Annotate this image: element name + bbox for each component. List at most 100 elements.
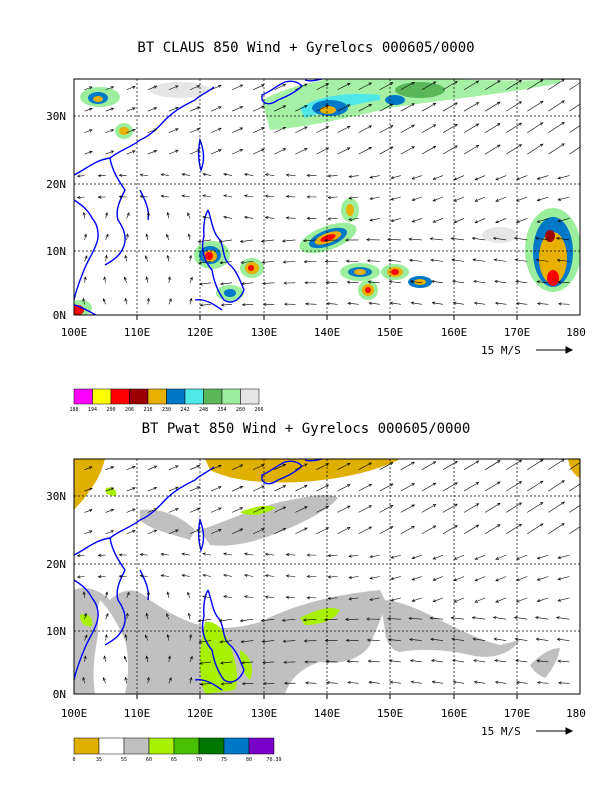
wind-vector <box>189 634 192 641</box>
wind-vector-head <box>474 220 479 224</box>
wind-vector-head <box>411 504 415 508</box>
wind-vector <box>358 484 372 492</box>
wind-vector-head <box>239 464 244 468</box>
wind-vector <box>337 125 351 133</box>
wind-vector-head <box>368 104 373 108</box>
wind-vector <box>494 280 507 284</box>
wind-vector-head <box>389 82 394 86</box>
wind-vector <box>506 101 522 112</box>
wind-vector-head <box>103 655 107 660</box>
wind-vector-head <box>187 591 191 596</box>
wind-vector <box>198 239 212 243</box>
wind-vector-head <box>303 639 308 643</box>
wind-vector <box>495 554 507 560</box>
wind-vector <box>367 260 380 262</box>
wind-vector-head <box>366 238 370 242</box>
wind-vector <box>358 104 372 112</box>
wind-vector <box>244 596 254 599</box>
wind-vector-head <box>202 215 206 219</box>
wind-vector <box>105 530 114 535</box>
wind-vector-head <box>558 681 562 685</box>
wind-vector-head <box>197 619 202 623</box>
wind-vector-head <box>387 237 391 241</box>
wind-vector-head <box>539 122 544 126</box>
wind-vector-head <box>475 123 480 127</box>
wind-vector-head <box>124 254 128 259</box>
wind-vector <box>223 553 233 556</box>
wind-vector <box>105 509 114 513</box>
wind-vector-head <box>197 239 202 244</box>
wind-vector-head <box>583 143 586 146</box>
wind-vector-head <box>534 616 539 620</box>
wind-vector-head <box>493 637 498 641</box>
wind-vector <box>125 255 128 262</box>
wind-vector <box>295 126 308 133</box>
wind-vector-head <box>89 530 93 534</box>
wind-vector-head <box>326 302 330 306</box>
wind-vector <box>390 554 401 559</box>
wind-vector-head <box>497 524 501 528</box>
wind-vector-head <box>556 637 561 642</box>
wind-vector <box>242 303 254 306</box>
wind-vector-head <box>411 556 416 560</box>
wind-vector-head <box>145 634 148 639</box>
wind-vector-head <box>518 459 523 463</box>
wind-vector-head <box>166 233 169 238</box>
wind-vector <box>463 524 479 535</box>
wind-vector <box>202 173 212 176</box>
wind-vector <box>515 660 528 663</box>
wind-vector-head <box>410 680 415 684</box>
wind-vector <box>516 175 528 180</box>
wind-vector-head <box>453 198 458 202</box>
legend-label: 206 <box>125 407 134 413</box>
wind-vector <box>77 196 85 198</box>
wind-vector <box>442 145 458 155</box>
legend-swatch <box>166 388 186 405</box>
wind-vector <box>223 595 233 599</box>
wind-vector-head <box>153 150 158 153</box>
wind-vector <box>168 508 179 513</box>
wind-vector <box>316 484 329 492</box>
wind-vector <box>161 174 169 176</box>
wind-vector-head <box>223 215 227 219</box>
wind-vector-head <box>411 198 416 201</box>
wind-vector-head <box>348 554 352 558</box>
wind-vector-head <box>495 198 499 202</box>
wind-vector <box>347 681 359 684</box>
wind-vector <box>453 576 465 581</box>
wind-vector <box>84 234 87 240</box>
wind-vector <box>474 597 486 603</box>
wind-vector-head <box>196 465 201 469</box>
panel1-x-tick-120e: 120E <box>187 326 214 339</box>
wind-vector-head <box>196 149 201 153</box>
wind-vector-head <box>348 217 352 221</box>
wind-vector-head <box>89 509 93 513</box>
wind-vector <box>295 485 308 492</box>
wind-vector-head <box>495 220 499 224</box>
wind-vector <box>442 503 458 513</box>
wind-vector <box>558 303 570 305</box>
wind-vector <box>421 103 436 112</box>
wind-vector <box>430 238 443 241</box>
wind-vector <box>84 466 93 470</box>
legend-label: 242 <box>180 407 189 413</box>
wind-vector-head <box>302 618 307 622</box>
wind-vector <box>463 102 479 112</box>
wind-vector-head <box>431 680 436 684</box>
panel1-y-tick-0n: 0N <box>53 309 66 322</box>
pwat-high-philippines <box>199 621 238 694</box>
wind-vector-head <box>495 177 499 181</box>
wind-vector <box>167 591 170 598</box>
wind-vector-head <box>389 103 394 107</box>
wind-vector <box>126 508 136 513</box>
wind-vector-head <box>118 195 123 199</box>
wind-vector <box>337 104 351 112</box>
wind-vector <box>369 681 380 684</box>
wind-vector-head <box>345 259 350 263</box>
wind-vector-head <box>583 480 586 483</box>
wind-vector-head <box>346 659 351 663</box>
wind-vector-head <box>557 176 562 180</box>
wind-vector-head <box>306 553 311 557</box>
wind-vector <box>202 216 212 219</box>
wind-vector <box>400 103 415 112</box>
